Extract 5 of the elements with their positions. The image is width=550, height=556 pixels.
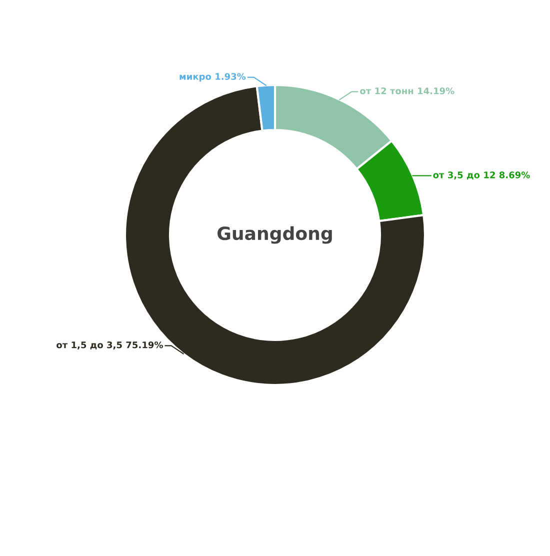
text: Guangdong [218, 226, 332, 244]
slice-label: от 3,5 до 12 8.69% [433, 172, 530, 180]
slice-label: от 12 тонн 14.19% [360, 87, 454, 94]
slice-label: от 1,5 до 3,5 75.19% [56, 341, 163, 350]
slice-label: микро 1.93% [180, 73, 246, 82]
